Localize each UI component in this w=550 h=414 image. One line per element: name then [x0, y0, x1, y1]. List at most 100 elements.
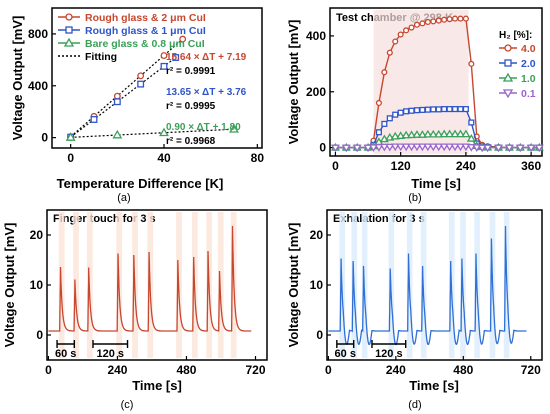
x-tick-label: 720: [245, 363, 265, 377]
data-point: [407, 143, 417, 152]
data-point: [113, 92, 121, 100]
panel-caption: (b): [408, 192, 421, 204]
y-tick-label: 0: [319, 141, 326, 155]
data-point: [434, 143, 444, 152]
x-tick-label: 720: [521, 363, 541, 377]
data-point: [341, 144, 351, 153]
data-point: [493, 144, 504, 153]
data-point: [466, 144, 476, 152]
data-point: [413, 21, 421, 28]
scale-bar-label: 60 s: [335, 348, 356, 360]
data-point: [526, 144, 536, 153]
legend-marker: [502, 72, 514, 82]
data-point: [477, 144, 487, 153]
data-point: [396, 131, 406, 139]
data-point: [417, 130, 427, 138]
data-point: [375, 129, 382, 136]
signal-trace: [328, 225, 527, 346]
panel-caption: (c): [121, 399, 134, 411]
y-axis-label: Voltage Output [mV]: [10, 16, 25, 141]
data-point: [466, 134, 476, 142]
x-axis-label: Time [s]: [409, 378, 459, 393]
x-tick-label: 80: [251, 151, 265, 165]
scale-bar-label: 120 s: [97, 348, 125, 360]
fit-line: [70, 128, 235, 138]
x-axis-label: Time [s]: [132, 378, 182, 393]
data-point: [445, 129, 455, 138]
x-tick-label: 240: [386, 363, 406, 377]
data-point: [439, 143, 449, 152]
x-tick-label: 480: [176, 363, 196, 377]
data-point: [461, 129, 471, 138]
fit-equation: 15.64 × ΔT + 7.19: [166, 52, 247, 63]
data-point: [455, 129, 465, 138]
fit-line: [70, 57, 177, 138]
data-point: [90, 116, 98, 123]
data-point: [386, 49, 393, 56]
data-point: [419, 106, 426, 113]
y-tick-label: 200: [306, 85, 326, 99]
x-tick-label: 0: [45, 363, 52, 377]
y-tick-label: 800: [28, 27, 48, 41]
data-point: [396, 143, 406, 152]
y-axis-label: Voltage Output [mV]: [2, 223, 17, 348]
exposure-region: [373, 10, 469, 154]
chart-title: Finger touch for 3 s: [53, 213, 156, 225]
data-point: [428, 129, 438, 138]
data-point: [462, 15, 469, 22]
data-point: [229, 124, 239, 133]
data-point: [461, 143, 471, 152]
data-point: [423, 143, 433, 152]
x-tick-label: 480: [453, 363, 473, 377]
data-point: [457, 106, 464, 113]
data-point: [386, 115, 393, 122]
data-point: [363, 144, 373, 153]
data-point: [455, 143, 465, 152]
chart-marks: 0 120 240 360 0 200 400: [306, 10, 544, 173]
panel-d: Time [s] Voltage Output [mV] Exhalation …: [286, 209, 543, 411]
data-point: [397, 109, 404, 116]
data-point: [451, 106, 459, 113]
fit-r-squared: r² = 0.9995: [166, 101, 216, 112]
data-point: [137, 72, 145, 80]
data-point: [403, 27, 410, 34]
y-tick-label: 0: [41, 131, 48, 145]
data-point: [408, 107, 415, 114]
y-tick-label: 400: [28, 79, 48, 93]
data-point: [450, 129, 460, 138]
data-point: [408, 24, 415, 31]
legend-label: 2.0: [521, 58, 536, 70]
legend-marker: [65, 13, 73, 21]
x-tick-label: 240: [107, 363, 127, 377]
plot-frame: [329, 7, 543, 157]
data-point: [435, 17, 442, 24]
data-point: [441, 106, 448, 113]
y-tick-label: 0: [36, 328, 43, 342]
data-point: [392, 111, 399, 118]
data-point: [401, 143, 411, 152]
data-point: [379, 143, 389, 152]
y-tick-label: 10: [30, 278, 44, 292]
legend-label: Fitting: [85, 51, 117, 63]
panel-caption: (a): [117, 192, 130, 204]
x-tick-label: 0: [332, 159, 339, 173]
legend-label: 1.0: [521, 73, 536, 85]
x-axis-label: Temperature Difference [K]: [57, 176, 224, 191]
data-point: [407, 130, 417, 139]
data-point: [392, 38, 399, 45]
legend-label: Rough glass & 2 μm CuI: [85, 12, 206, 24]
data-point: [424, 106, 431, 113]
y-tick-label: 0: [316, 328, 323, 342]
legend-marker: [63, 37, 75, 47]
y-axis-label: Voltage Output [mV]: [286, 20, 301, 145]
data-point: [435, 106, 442, 113]
data-point: [375, 99, 382, 106]
fit-annotations: 15.64 × ΔT + 7.19 r² = 0.9991 13.65 × ΔT +…: [166, 52, 247, 147]
data-point: [445, 143, 455, 152]
data-point: [534, 144, 544, 153]
data-point: [413, 107, 421, 114]
data-point: [483, 144, 493, 153]
data-point: [381, 69, 388, 76]
legend-marker: [502, 89, 514, 99]
